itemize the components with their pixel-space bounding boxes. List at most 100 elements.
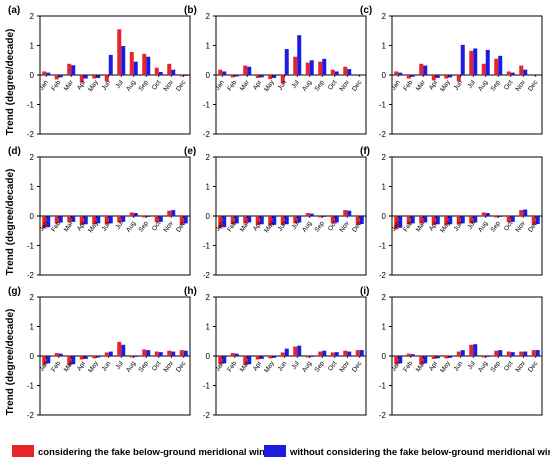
bar-without-jan [46,72,51,75]
month-label-oct: Oct [327,79,339,91]
bar-without-jan [222,356,227,364]
month-label-oct: Oct [327,360,339,372]
y-tick-label: 2 [30,293,35,302]
bar-considering-oct [154,216,159,223]
bar-without-feb [58,75,63,78]
bar-considering-dec [355,216,360,225]
bar-without-dec [359,350,364,356]
bar-considering-jun [456,75,461,82]
bar-considering-mar [243,356,248,365]
month-label-aug: Aug [301,360,314,374]
y-tick-label: -2 [203,411,211,420]
month-label-jul: Jul [290,360,301,371]
month-label-nov: Nov [163,79,176,93]
bar-without-may [272,216,277,225]
bar-without-jan [398,72,403,75]
bar-considering-oct [154,351,159,356]
month-label-oct: Oct [151,360,163,372]
bar-without-aug [309,213,314,216]
bar-considering-dec [179,75,184,77]
bar-without-may [272,75,277,78]
bar-without-feb [234,353,239,356]
y-tick-label: 1 [206,42,211,51]
bar-considering-jun [280,352,285,356]
bar-considering-jun [104,216,109,225]
bar-considering-jan [42,216,47,229]
month-label-jan: Jan [390,360,402,373]
bar-without-jul [297,35,302,75]
y-tick-label: 1 [382,42,387,51]
bar-considering-jan [218,69,223,75]
bar-without-dec [359,75,364,76]
bar-without-jun [108,351,113,356]
bar-considering-nov [519,65,524,75]
bar-without-feb [410,216,415,224]
bar-considering-jun [104,75,109,82]
bar-without-jul [473,48,478,75]
month-label-jan: Jan [38,360,50,373]
y-tick-label: -2 [203,130,211,139]
month-label-dec: Dec [527,360,540,374]
bar-considering-sep [494,350,499,356]
y-tick-label: -1 [27,101,35,110]
bar-considering-feb [54,75,59,80]
bar-without-nov [171,210,176,216]
bar-without-sep [498,350,503,356]
month-label-feb: Feb [402,360,414,374]
bar-considering-may [444,216,449,225]
bar-without-feb [58,353,63,356]
bar-without-nov [523,351,528,356]
month-label-jul: Jul [114,220,125,231]
bar-considering-may [92,216,97,225]
bar-without-aug [485,356,490,357]
bar-without-mar [247,66,252,75]
bar-without-apr [259,356,264,359]
bar-considering-apr [79,75,84,83]
month-label-jul: Jul [466,79,477,90]
bar-without-jul [473,216,478,223]
bar-considering-apr [431,356,436,359]
bar-without-jun [460,44,465,75]
bar-considering-dec [355,75,360,76]
bar-without-mar [423,356,428,364]
bar-considering-sep [142,216,147,218]
bar-without-nov [523,209,528,216]
bar-considering-dec [531,216,536,225]
bar-considering-jul [469,216,474,224]
y-tick-label: 1 [30,42,35,51]
bar-considering-jan [394,71,399,75]
bar-considering-may [92,75,97,79]
y-tick-label: -2 [379,271,387,280]
month-label-jan: Jan [214,79,226,92]
month-label-nov: Nov [339,220,352,234]
y-tick-label: -1 [379,101,387,110]
bar-without-jun [108,54,113,75]
y-tick-label: 0 [382,352,387,361]
month-label-mar: Mar [415,78,428,92]
y-tick-label: 2 [382,293,387,302]
legend: considering the fake below-ground meridi… [12,445,550,458]
y-tick-label: -2 [27,130,35,139]
month-label-nov: Nov [339,79,352,93]
y-tick-label: 0 [30,352,35,361]
bar-considering-sep [318,216,323,218]
bar-without-jul [473,344,478,356]
month-label-feb: Feb [50,79,62,93]
month-label-jan: Jan [390,220,402,233]
bar-without-jul [121,344,126,356]
month-label-jul: Jul [114,79,125,90]
bar-considering-mar [419,356,424,365]
panel-label: (g) [8,286,21,297]
bar-considering-feb [54,353,59,356]
month-label-nov: Nov [163,360,176,374]
month-label-aug: Aug [477,220,490,234]
month-label-sep: Sep [138,360,151,374]
month-label-sep: Sep [490,79,503,93]
bar-considering-jun [456,216,461,225]
bar-considering-apr [255,75,260,78]
y-tick-label: 2 [30,153,35,162]
